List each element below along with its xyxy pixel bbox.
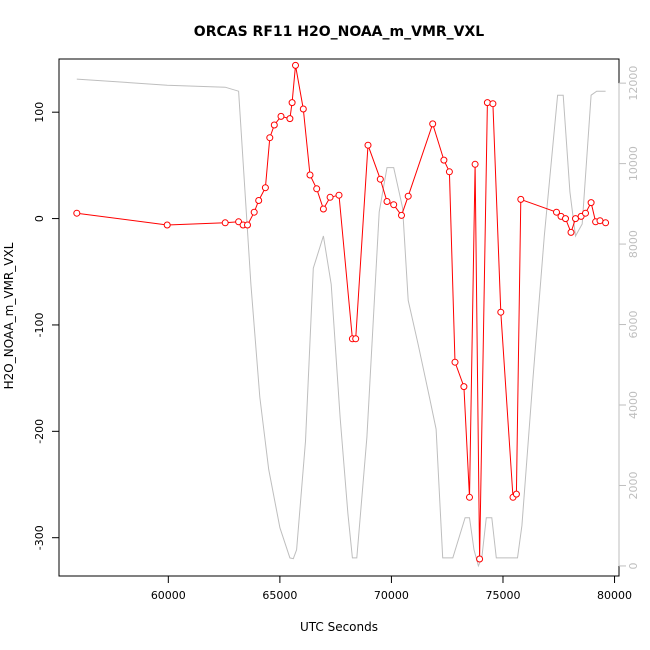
data-point bbox=[286, 115, 294, 123]
y-tick-label: 0 bbox=[33, 215, 46, 222]
data-point bbox=[582, 209, 589, 217]
y-tick-label: -100 bbox=[33, 312, 46, 337]
data-point bbox=[266, 134, 274, 142]
y-tick-label: 100 bbox=[33, 102, 46, 123]
data-point bbox=[383, 198, 391, 205]
data-point bbox=[567, 228, 575, 236]
data-point bbox=[319, 205, 327, 213]
data-point bbox=[364, 141, 372, 149]
data-point bbox=[429, 120, 437, 128]
data-point bbox=[299, 105, 307, 113]
data-point bbox=[306, 171, 314, 179]
x-tick-label: 75000 bbox=[485, 589, 520, 602]
data-point bbox=[313, 185, 321, 193]
data-point bbox=[562, 215, 569, 223]
data-point bbox=[404, 192, 412, 200]
y-tick-label: -300 bbox=[33, 525, 46, 550]
x-tick-label: 80000 bbox=[597, 589, 632, 602]
data-point bbox=[163, 221, 171, 229]
x-axis-label: UTC Seconds bbox=[300, 620, 378, 634]
y2-tick-label: 6000 bbox=[627, 311, 640, 339]
y2-tick-label: 2000 bbox=[627, 471, 640, 499]
x-tick-label: 70000 bbox=[374, 589, 409, 602]
data-point bbox=[460, 383, 468, 391]
data-point bbox=[483, 99, 491, 107]
x-tick-label: 60000 bbox=[151, 589, 186, 602]
data-point bbox=[553, 208, 560, 216]
data-point bbox=[376, 175, 384, 183]
y-tick-label: -200 bbox=[33, 419, 46, 444]
data-point bbox=[476, 555, 484, 563]
y2-tick-label: 8000 bbox=[627, 230, 640, 258]
data-point bbox=[326, 193, 334, 201]
data-point bbox=[255, 197, 263, 204]
x-tick-label: 65000 bbox=[262, 589, 297, 602]
y2-tick-label: 10000 bbox=[627, 146, 640, 181]
data-point bbox=[288, 99, 296, 107]
data-point bbox=[352, 335, 360, 343]
data-point bbox=[335, 191, 343, 199]
data-point bbox=[466, 493, 473, 501]
data-point bbox=[73, 209, 81, 217]
plot-frame bbox=[58, 58, 620, 577]
data-point bbox=[602, 219, 610, 227]
data-point bbox=[270, 121, 278, 129]
y2-tick-label: 4000 bbox=[627, 391, 640, 419]
data-point bbox=[489, 100, 497, 108]
data-point bbox=[398, 211, 405, 219]
y2-tick-label: 12000 bbox=[627, 66, 640, 101]
primary-series-line bbox=[76, 65, 606, 560]
data-point bbox=[445, 168, 453, 176]
data-point bbox=[244, 221, 251, 229]
data-point bbox=[261, 184, 269, 192]
data-point bbox=[512, 490, 520, 498]
y-axis-label: H2O_NOAA_m_VMR_VXL bbox=[2, 242, 16, 389]
data-point bbox=[497, 308, 505, 316]
data-point bbox=[390, 201, 398, 209]
data-point bbox=[277, 112, 285, 120]
chart-title: ORCAS RF11 H2O_NOAA_m_VMR_VXL bbox=[194, 24, 484, 40]
data-point bbox=[250, 208, 258, 216]
secondary-series-line bbox=[76, 78, 606, 568]
data-point bbox=[451, 358, 459, 366]
data-point bbox=[587, 199, 595, 207]
data-point bbox=[471, 160, 479, 168]
data-point bbox=[572, 215, 579, 223]
data-point bbox=[440, 156, 448, 164]
y2-tick-label: 0 bbox=[627, 562, 640, 569]
data-point bbox=[292, 61, 299, 69]
data-point bbox=[517, 195, 525, 203]
data-point bbox=[221, 219, 229, 227]
